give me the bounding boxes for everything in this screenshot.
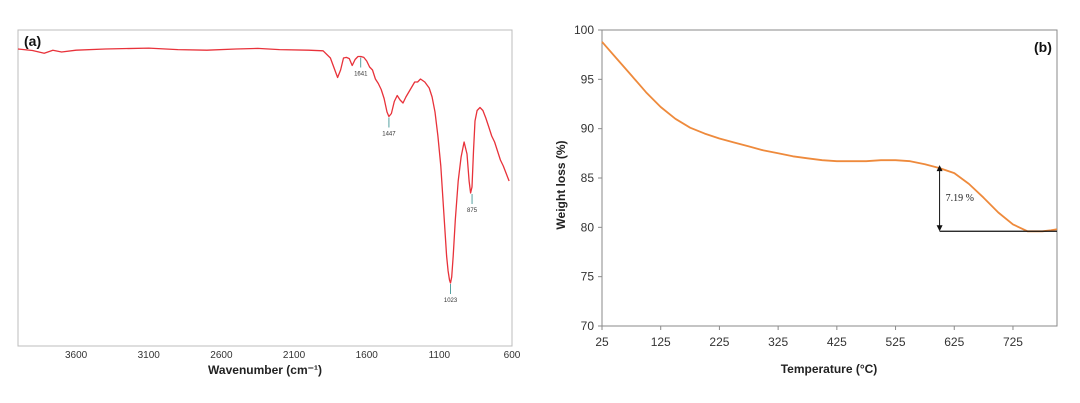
tga-x-tick-label: 425: [827, 335, 847, 349]
tga-mass-loss-annotation: 7.19 %: [936, 165, 1057, 232]
tga-x-ticks: 25 125 225 325 425 525 625 725: [595, 326, 1023, 349]
ftir-plot-frame: [17, 29, 513, 347]
mass-loss-arrowhead-up: [936, 165, 943, 172]
ftir-x-tick-label: 1600: [356, 350, 379, 361]
ftir-x-ticks: 3600 3100 2600 2100 1600 1100 600: [65, 350, 521, 361]
tga-line: [601, 41, 1058, 233]
ftir-series: [17, 47, 510, 284]
ftir-line: [17, 47, 510, 284]
tga-y-tick-label: 95: [581, 72, 595, 86]
ftir-peak-annotations: 1641 1447 1023 875: [354, 57, 478, 304]
panel-label-b: (b): [1034, 39, 1052, 55]
tga-y-tick-label: 80: [581, 220, 595, 234]
ftir-chart: (a) 3600 3100 2600 2100 1600 1100 600 Wavenumb…: [17, 29, 521, 377]
tga-y-tick-label: 70: [581, 319, 595, 333]
ftir-peak-label: 1641: [354, 72, 368, 78]
tga-x-tick-label: 325: [768, 335, 788, 349]
tga-x-axis-title: Temperature (°C): [781, 362, 878, 376]
tga-x-tick-label: 625: [944, 335, 964, 349]
ftir-x-tick-label: 3600: [65, 350, 88, 361]
tga-x-tick-label: 525: [886, 335, 906, 349]
ftir-x-tick-label: 600: [504, 350, 521, 361]
tga-chart: (b) 25 125 225 325 425 525 625 725 70 75 80 85 90 95…: [554, 23, 1058, 376]
tga-y-tick-label: 100: [574, 23, 594, 37]
ftir-x-tick-label: 1100: [429, 350, 451, 361]
ftir-x-tick-label: 3100: [138, 350, 161, 361]
ftir-x-axis-title: Wavenumber (cm⁻¹): [208, 363, 322, 377]
tga-x-tick-label: 725: [1003, 335, 1023, 349]
tga-y-tick-label: 90: [581, 122, 595, 136]
tga-plot-frame: [601, 29, 1058, 327]
tga-series: [601, 41, 1058, 233]
ftir-peak-label: 875: [467, 208, 478, 214]
ftir-peak-label: 1447: [382, 132, 396, 138]
tga-x-tick-label: 125: [651, 335, 671, 349]
tga-y-axis-title: Weight loss (%): [554, 140, 568, 229]
panel-label-a: (a): [24, 33, 41, 49]
tga-y-ticks: 70 75 80 85 90 95 100: [574, 23, 602, 333]
mass-loss-arrowhead-down: [936, 225, 943, 232]
tga-x-tick-label: 225: [709, 335, 729, 349]
tga-x-tick-label: 25: [595, 335, 609, 349]
mass-loss-label: 7.19 %: [946, 193, 974, 204]
ftir-x-tick-label: 2100: [283, 350, 306, 361]
ftir-x-tick-label: 2600: [210, 350, 233, 361]
ftir-peak-label: 1023: [444, 298, 458, 304]
tga-y-tick-label: 85: [581, 171, 595, 185]
tga-y-tick-label: 75: [581, 270, 595, 284]
